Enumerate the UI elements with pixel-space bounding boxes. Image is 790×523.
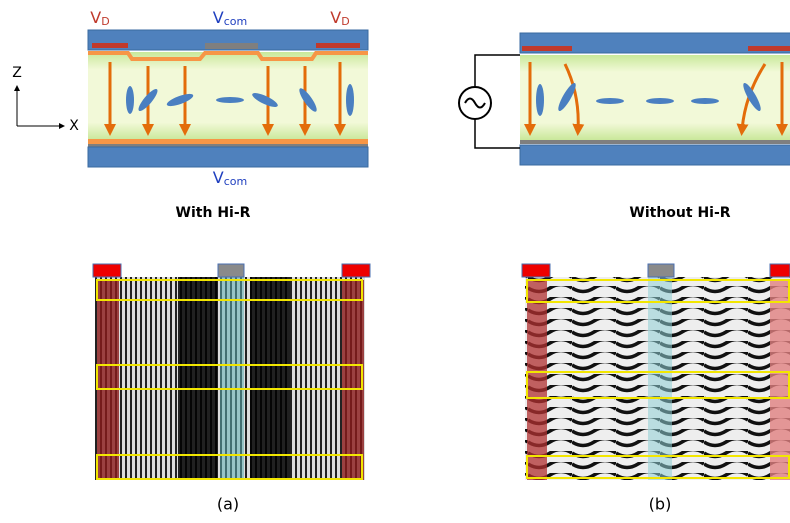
caption: With Hi-R [176,205,251,221]
vd-label: VD [330,8,349,29]
axes: Z X [12,65,79,134]
vd-label: VD [90,8,109,29]
vcom-label: Vcom [213,8,247,29]
fringe-image-a [93,264,370,480]
axis-x: X [69,118,79,134]
vcom-label: Vcom [213,168,247,189]
fringe-image-b [522,264,790,480]
bottom-glass [88,147,368,167]
figure: VD Vcom VD Vcom Z X With Hi-R Without Hi… [0,0,790,523]
cell-b [459,33,790,165]
panel-label: (a) [217,495,239,514]
axis-z: Z [12,65,22,81]
caption: Without Hi-R [629,205,730,221]
cell-a: VD Vcom VD Vcom [88,8,368,189]
panel-label: (b) [649,495,672,514]
